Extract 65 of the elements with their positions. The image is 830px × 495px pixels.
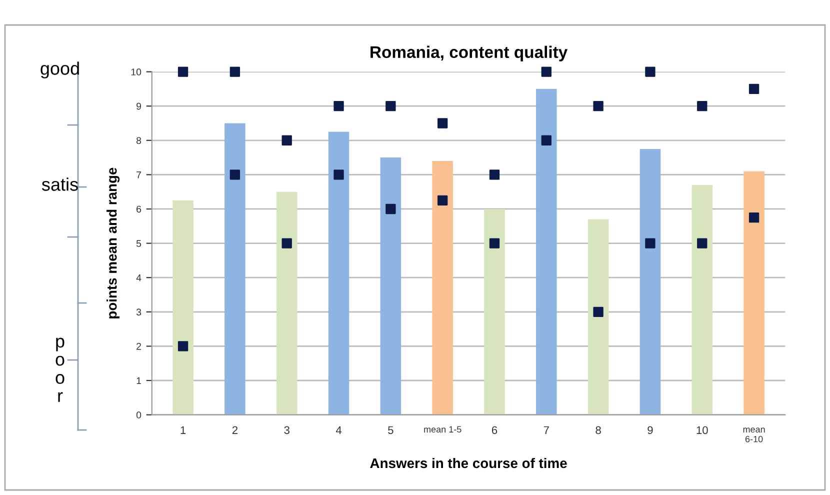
y-tick-label: 3 [136,308,142,316]
chart-title: Romania, content quality [370,46,568,62]
bar [640,148,661,415]
point [334,170,344,180]
point [593,100,604,112]
x-tick-label: 10 [696,426,708,434]
point [437,195,448,206]
y-tick-label: 0 [136,412,142,418]
x-tick-label: mean 6-10 [743,428,765,442]
bar [744,171,764,415]
x-axis-title: Answers in the course of time [370,458,567,468]
y-axis-title: points mean and range [106,168,120,318]
bar [536,88,557,415]
bar [588,219,609,415]
bar [432,160,453,415]
bar [328,132,350,415]
bar [380,158,402,415]
bar [224,123,246,415]
text: poor [56,338,64,402]
y-tick-label: 1 [136,377,141,384]
point [697,238,708,248]
point [541,135,552,146]
point [748,84,760,94]
y-tick-label: 9 [136,102,142,110]
x-tick-label: 2 [232,426,238,434]
x-tick-label: 5 [388,426,394,434]
x-tick-label: mean 1-5 [424,426,462,433]
x-tick-label: 7 [544,426,549,434]
y-tick-label: 5 [136,240,142,247]
y-tick-label: 4 [136,274,142,282]
bar [276,192,298,415]
x-tick-label: 1 [180,426,186,434]
point [541,66,552,77]
x-tick-label: 4 [336,426,342,434]
point [489,170,500,180]
point [437,118,448,128]
y-tick-label: 7 [136,172,141,178]
x-tick-label: 9 [648,426,653,434]
point [282,238,292,248]
point [748,212,760,223]
text: good [40,62,79,78]
point [178,341,188,352]
bar [172,200,194,415]
point [282,135,292,146]
point [386,204,396,214]
point [334,100,344,112]
y-tick-label: 10 [131,68,142,76]
y-tick-label: 6 [136,206,142,213]
point [230,170,240,180]
point [178,66,188,77]
text: satis [42,178,78,191]
bar [692,184,713,415]
point [697,100,708,112]
bar [484,208,505,415]
x-tick-label: 3 [284,426,290,434]
point [489,238,500,248]
point [386,100,396,112]
x-tick-label: 6 [492,426,498,434]
point [593,306,604,317]
x-tick-label: 8 [596,426,601,434]
point [230,66,240,77]
point [645,66,656,77]
point [645,238,656,248]
y-tick-label: 2 [136,342,141,350]
y-tick-label: 8 [136,137,142,144]
